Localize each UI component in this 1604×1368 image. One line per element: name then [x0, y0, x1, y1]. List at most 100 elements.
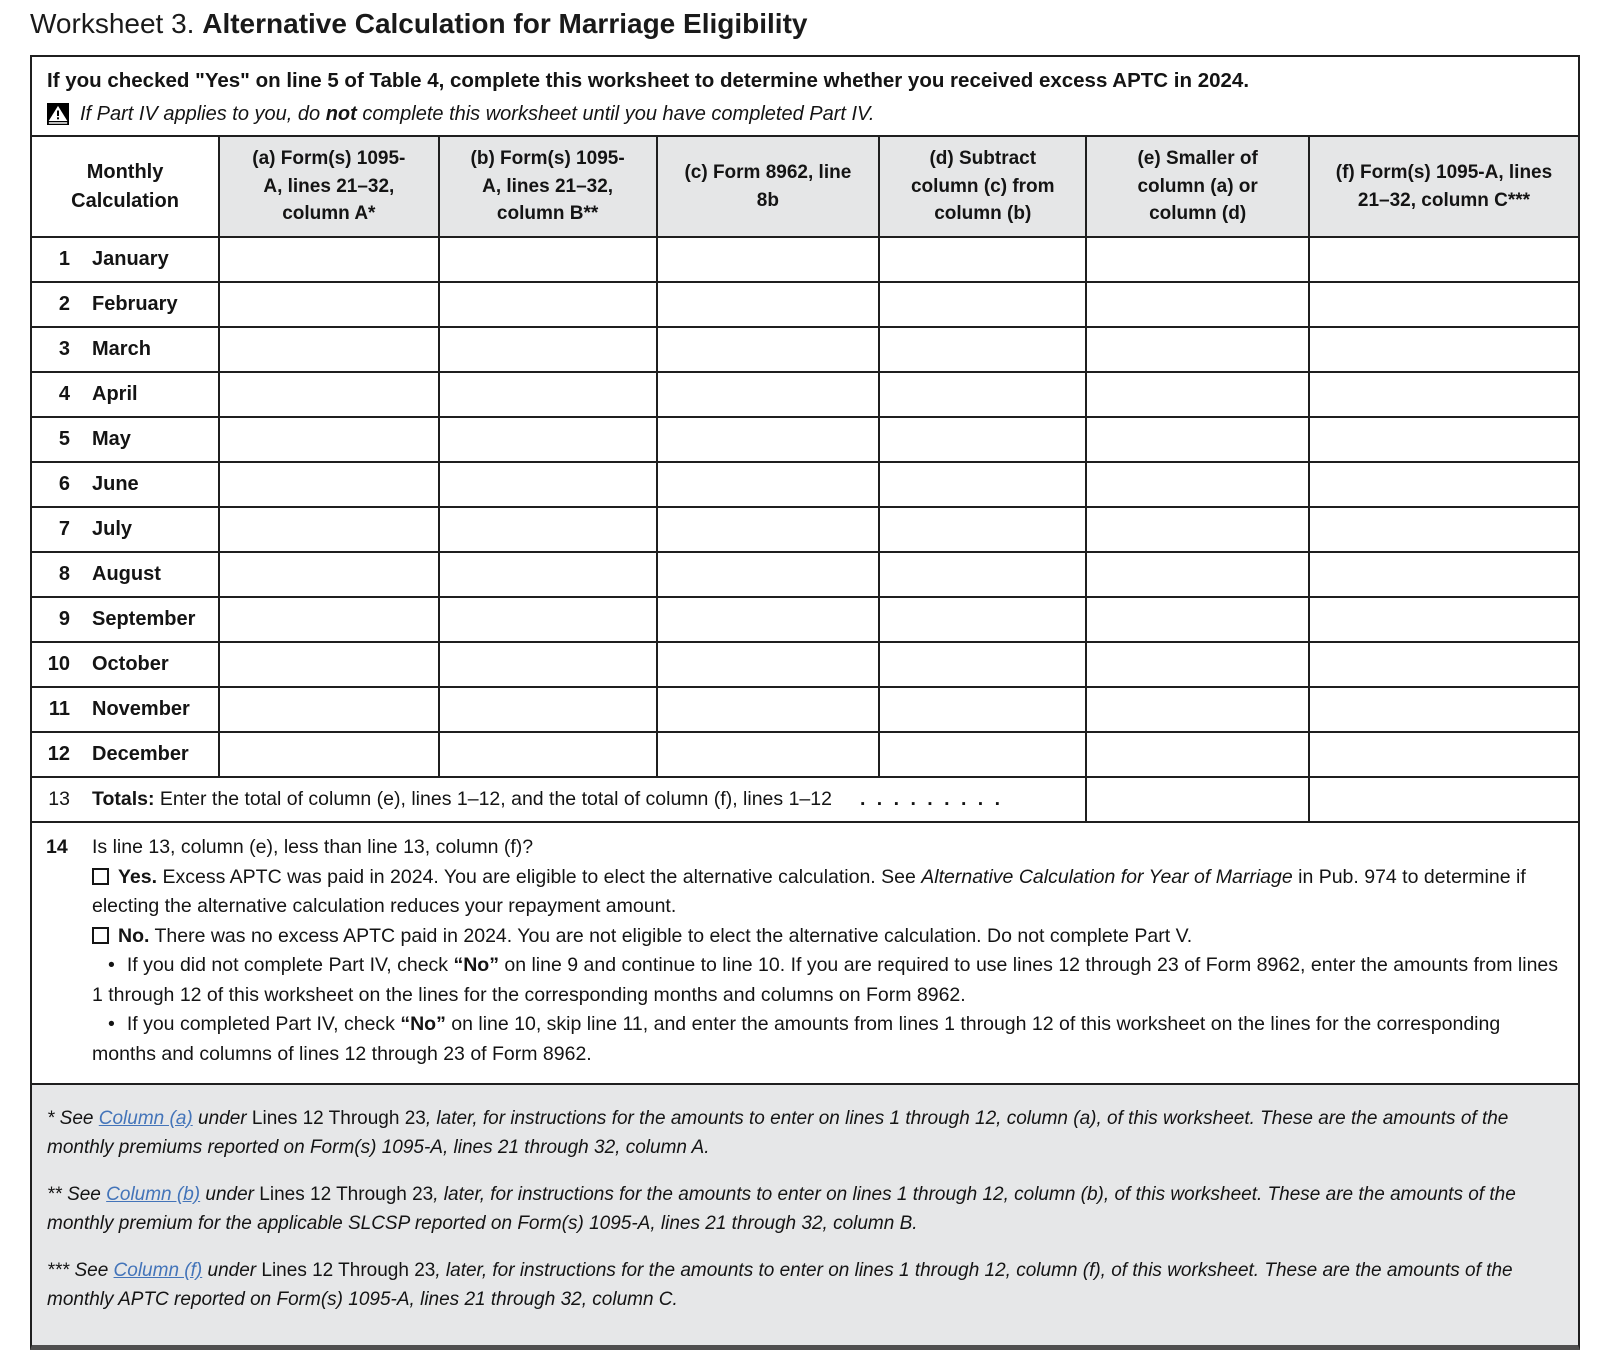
month-label: June	[92, 473, 139, 495]
month-cell: 10 October	[32, 641, 221, 688]
bullet-item: • If you did not complete Part IV, check …	[92, 951, 1562, 1010]
amount-cell	[218, 371, 440, 418]
column-b-link[interactable]: Column (b)	[106, 1184, 201, 1205]
amount-cell	[1085, 281, 1310, 328]
line-number: 4	[58, 383, 70, 405]
month-row-june: 6 June	[32, 461, 1578, 508]
month-cell: 3 March	[32, 326, 221, 373]
bullet-icon: •	[108, 1013, 115, 1035]
amount-cell	[437, 416, 658, 463]
amount-cell	[878, 281, 1088, 328]
month-row-may: 5 May	[32, 416, 1578, 463]
month-label: February	[92, 293, 178, 315]
footnote-column-b: ** See Column (b) under Lines 12 Through…	[47, 1184, 1516, 1234]
amount-cell	[437, 596, 658, 643]
amount-cell	[218, 731, 440, 778]
month-label: October	[92, 653, 169, 675]
amount-cell	[437, 236, 658, 283]
footnote-column-f: *** See Column (f) under Lines 12 Throug…	[47, 1260, 1513, 1310]
intro-section: If you checked "Yes" on line 5 of Table …	[32, 57, 1578, 135]
amount-cell	[878, 641, 1088, 688]
yes-checkbox[interactable]	[92, 867, 109, 885]
amount-cell	[1307, 641, 1578, 688]
amount-cell	[1085, 371, 1310, 418]
yes-option: Yes. Excess APTC was paid in 2024. You a…	[92, 865, 1526, 917]
amount-cell	[655, 281, 881, 328]
month-cell: 11 November	[32, 686, 221, 733]
amount-cell	[218, 641, 440, 688]
month-label: July	[92, 518, 133, 540]
month-label: January	[92, 248, 169, 270]
amount-cell	[878, 416, 1088, 463]
line-number: 11	[48, 698, 70, 720]
bullet-item: • If you completed Part IV, check “No” on…	[92, 1010, 1562, 1069]
worksheet-box: If you checked "Yes" on line 5 of Table …	[30, 55, 1580, 1350]
footnotes-section: * See Column (a) under Lines 12 Through …	[32, 1083, 1578, 1345]
yes-label: Yes.	[118, 865, 158, 888]
amount-cell	[655, 506, 881, 553]
line-number: 14	[46, 836, 68, 858]
amount-cell	[1307, 371, 1578, 418]
amount-cell	[878, 506, 1088, 553]
amount-cell	[655, 731, 881, 778]
totals-label-cell: 13 Totals: Enter the total of column (e),…	[32, 776, 1088, 823]
month-cell: 2 February	[32, 281, 221, 328]
amount-cell	[655, 641, 881, 688]
column-header-a: (a) Form(s) 1095-A, lines 21–32, column …	[218, 135, 440, 238]
amount-cell	[1307, 686, 1578, 733]
line-14-question: Is line 13, column (e), less than line 1…	[92, 836, 534, 858]
month-cell: 5 May	[32, 416, 221, 463]
totals-amount-cell-e	[1085, 776, 1310, 823]
column-a-link[interactable]: Column (a)	[98, 1108, 193, 1129]
header-row: Monthly Calculation (a) Form(s) 1095-A, …	[32, 135, 1578, 238]
amount-cell	[878, 326, 1088, 373]
amount-cell	[1085, 506, 1310, 553]
line-number: 2	[58, 293, 70, 315]
amount-cell	[1307, 326, 1578, 373]
worksheet-title: Alternative Calculation for Marriage Eli…	[202, 8, 808, 39]
amount-cell	[1085, 461, 1310, 508]
month-cell: 4 April	[32, 371, 221, 418]
amount-cell	[878, 596, 1088, 643]
amount-cell	[437, 506, 658, 553]
amount-cell	[1085, 326, 1310, 373]
column-header-e: (e) Smaller of column (a) or column (d)	[1085, 135, 1310, 238]
amount-cell	[218, 551, 440, 598]
month-row-april: 4 April	[32, 371, 1578, 418]
amount-cell	[218, 416, 440, 463]
column-header-b: (b) Form(s) 1095-A, lines 21–32, column …	[437, 135, 658, 238]
amount-cell	[878, 731, 1088, 778]
month-label: May	[92, 428, 131, 450]
line-number: 6	[58, 473, 70, 495]
amount-cell	[878, 461, 1088, 508]
month-row-november: 11 November	[32, 686, 1578, 733]
month-cell: 6 June	[32, 461, 221, 508]
line-number: 1	[58, 248, 70, 270]
month-row-july: 7 July	[32, 506, 1578, 553]
caution-text: If Part IV applies to you, do not comple…	[80, 103, 875, 125]
month-row-february: 2 February	[32, 281, 1578, 328]
month-row-october: 10 October	[32, 641, 1578, 688]
amount-cell	[1307, 461, 1578, 508]
caution-note: If Part IV applies to you, do not comple…	[47, 102, 1564, 126]
line-number: 12	[47, 743, 70, 765]
line-number: 10	[47, 653, 70, 675]
column-header-c: (c) Form 8962, line 8b	[655, 135, 881, 238]
month-row-september: 9 September	[32, 596, 1578, 643]
column-f-link[interactable]: Column (f)	[113, 1260, 203, 1281]
intro-instruction: If you checked "Yes" on line 5 of Table …	[47, 69, 1250, 92]
month-label: December	[92, 743, 189, 765]
amount-cell	[1307, 731, 1578, 778]
amount-cell	[437, 281, 658, 328]
amount-cell	[437, 461, 658, 508]
month-row-march: 3 March	[32, 326, 1578, 373]
totals-row: 13 Totals: Enter the total of column (e),…	[32, 776, 1578, 823]
amount-cell	[878, 551, 1088, 598]
amount-cell	[437, 326, 658, 373]
no-checkbox[interactable]	[92, 926, 109, 944]
amount-cell	[218, 326, 440, 373]
amount-cell	[1085, 236, 1310, 283]
month-row-january: 1 January	[32, 236, 1578, 283]
amount-cell	[437, 551, 658, 598]
